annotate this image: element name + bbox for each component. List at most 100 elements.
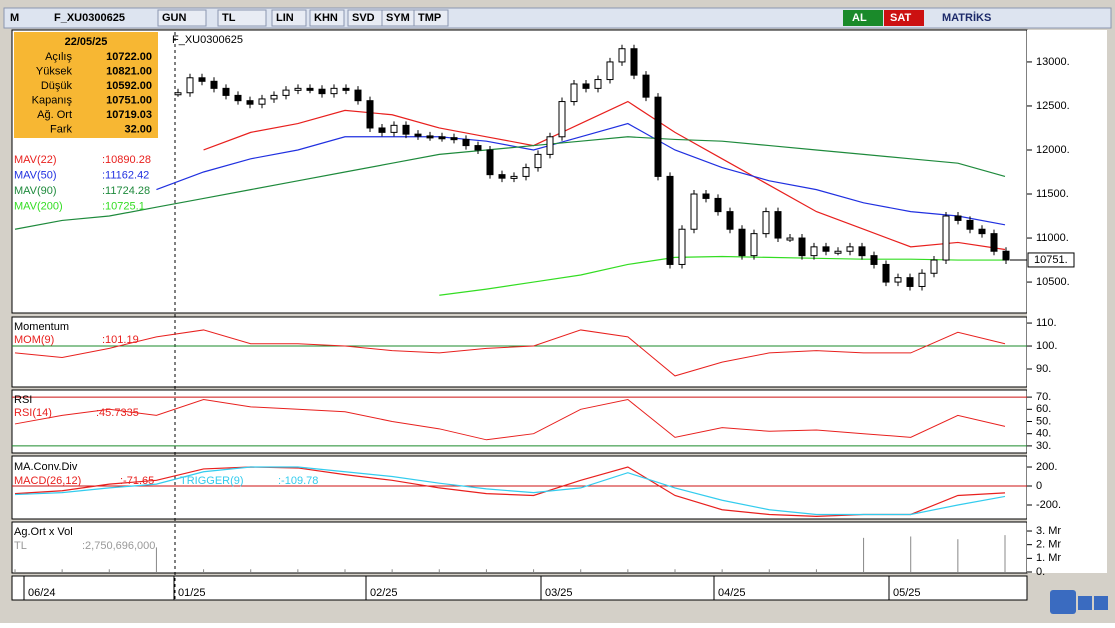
info-label: Fark	[50, 123, 73, 135]
y-tick-label: 11000.	[1036, 232, 1069, 244]
toolbar-button[interactable]	[271, 9, 307, 27]
candle	[810, 246, 818, 257]
toolbar-button-label: GUN	[162, 12, 187, 24]
candle	[486, 149, 494, 176]
time-label: 04/25	[718, 587, 746, 599]
candle	[522, 167, 530, 177]
candle	[678, 228, 686, 265]
legend-name: MOM(9)	[14, 334, 54, 346]
candle	[858, 246, 866, 257]
toolbar-button[interactable]	[309, 9, 345, 27]
buy-button[interactable]	[843, 10, 883, 26]
info-value: 10751.00	[106, 94, 152, 106]
series-line	[14, 466, 1006, 517]
y-tick-label: 3. Mr	[1036, 525, 1061, 537]
candle	[222, 87, 230, 96]
candle	[450, 137, 458, 141]
info-label: Ağ. Ort	[37, 109, 72, 121]
legend-value: :-71.65	[120, 475, 154, 487]
candle	[954, 215, 962, 221]
buy-label: AL	[852, 12, 867, 24]
legend-value: :11162.42	[102, 169, 149, 181]
candle	[510, 175, 518, 179]
candle	[846, 246, 854, 252]
time-label: 06/24	[28, 587, 56, 599]
legend-name: TRIGGER(9)	[180, 475, 244, 487]
candle	[918, 272, 926, 287]
y-tick-label: 60.	[1036, 403, 1051, 415]
candle	[270, 94, 278, 100]
candle	[306, 87, 314, 91]
candle	[246, 100, 254, 105]
candle	[282, 89, 290, 96]
candle	[582, 83, 590, 89]
series-line	[14, 466, 1006, 516]
y-tick-label: 11500.	[1036, 188, 1069, 200]
y-tick-label: 2. Mr	[1036, 539, 1061, 551]
series-line	[156, 122, 1006, 226]
rsi-panel	[11, 389, 1028, 454]
info-box	[14, 32, 158, 138]
legend-value: :11724.28	[102, 185, 150, 197]
candle	[774, 211, 782, 239]
info-label: Açılış	[45, 51, 72, 63]
candle	[882, 263, 890, 283]
candle	[414, 133, 422, 137]
candle	[990, 233, 998, 252]
candle	[834, 250, 842, 254]
symbol: F_XU0300625	[54, 12, 125, 24]
volume-unit: TL	[14, 540, 27, 552]
toolbar-button[interactable]	[217, 9, 267, 27]
candle	[186, 77, 194, 94]
series-line	[14, 399, 1006, 441]
price-title: F_XU0300625	[172, 34, 243, 46]
y-tick-label: 12500.	[1036, 100, 1070, 112]
candle	[342, 87, 350, 91]
candle	[654, 96, 662, 177]
legend-name: MAV(90)	[14, 185, 57, 197]
y-tick-label: 70.	[1036, 391, 1051, 403]
info-value: 10592.00	[106, 80, 152, 92]
y-tick-label: 13000.	[1036, 56, 1070, 68]
candle	[294, 87, 302, 91]
info-value: 32.00	[124, 123, 152, 135]
toolbar-button-label: SYM	[386, 12, 410, 24]
candle	[174, 92, 182, 96]
refresh-button[interactable]	[1050, 590, 1076, 614]
sell-button[interactable]	[884, 10, 924, 26]
brand: MATRİKS	[942, 11, 991, 24]
candle	[906, 277, 914, 287]
info-value: 10719.03	[106, 109, 152, 121]
candle	[690, 193, 698, 230]
momentum-panel	[11, 316, 1028, 388]
info-label: Yüksek	[36, 65, 73, 77]
time-label: 05/25	[893, 587, 921, 599]
toolbar-button[interactable]	[413, 9, 449, 27]
legend-name: MAV(22)	[14, 154, 57, 166]
toolbar-button[interactable]	[157, 9, 207, 27]
time-label: 03/25	[545, 587, 573, 599]
y-tick-label: 100.	[1036, 340, 1057, 352]
candle	[210, 80, 218, 89]
series-line	[203, 100, 1006, 251]
scroll-left[interactable]	[1078, 596, 1092, 610]
price-panel	[11, 29, 1028, 314]
scroll-right[interactable]	[1094, 596, 1108, 610]
candle	[318, 88, 326, 95]
candle	[354, 89, 362, 102]
candle	[714, 197, 722, 213]
candle	[762, 211, 770, 235]
legend-name: MAV(50)	[14, 169, 57, 181]
candle	[546, 136, 554, 155]
candle	[798, 237, 806, 257]
legend-name: RSI(14)	[14, 407, 52, 419]
candle	[630, 48, 638, 76]
candle	[258, 98, 266, 105]
legend-value: :10725.1	[102, 200, 145, 212]
info-date: 22/05/25	[65, 36, 108, 48]
info-label: Kapanış	[32, 94, 73, 106]
y-tick-label: 40.	[1036, 428, 1051, 440]
sell-label: SAT	[890, 12, 911, 24]
candle	[618, 48, 626, 63]
